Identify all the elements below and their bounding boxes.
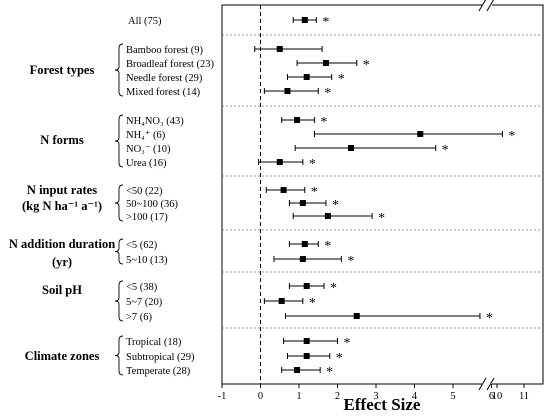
group-title: Soil pH [42,283,82,297]
group-brace [114,335,124,376]
group-title: N forms [40,133,84,147]
x-tick-label: 2 [335,391,340,402]
significance-star: * [326,365,333,380]
row-label: >7 (6) [126,312,153,323]
significance-star: * [309,296,316,311]
group-title: N addition duration [9,237,115,251]
effect-point [294,117,301,123]
group-title: (yr) [52,255,72,269]
effect-point [276,159,283,165]
significance-star: * [347,254,354,269]
significance-star: * [324,239,331,254]
x-tick-label: 4 [412,391,418,402]
significance-star: * [363,58,370,73]
significance-star: * [330,281,337,296]
row-label: Broadleaf forest (23) [126,59,215,70]
effect-point [284,88,291,94]
row-label: 5~7 (20) [126,297,163,308]
significance-star: * [309,157,316,172]
row-label: Mixed forest (14) [126,87,201,98]
x-tick-label: 5 [450,391,455,402]
x-axis-title: Effect Size [344,395,421,414]
effect-point [301,17,308,23]
effect-point [276,46,283,52]
x-tick-label: -1 [218,391,227,402]
group-brace [114,114,124,168]
group-title: N input rates [27,183,97,197]
row-label: Needle forest (29) [126,73,203,84]
x-tick-label: 10 [492,391,503,402]
significance-star: * [320,115,327,130]
row-label: NH₄NO₃ (43) [126,116,184,127]
effect-point [303,283,310,289]
axis-break-mark [478,377,487,391]
x-tick-label: 1 [296,391,301,402]
effect-point [299,256,306,262]
effect-point [299,200,306,206]
group-brace [114,43,124,97]
effect-point [280,187,287,193]
group-title: (kg N ha⁻¹ a⁻¹) [22,199,102,213]
row-label: All (75) [128,16,162,27]
significance-star: * [378,211,385,226]
axis-break-gap [482,379,492,389]
effect-point [322,60,329,66]
effect-point [278,298,285,304]
row-label: Temperate (28) [126,366,191,377]
group-brace [114,184,124,222]
effect-point [347,145,354,151]
x-tick-label: 3 [373,391,378,402]
axis-break-mark [486,0,494,12]
effect-point [303,338,310,344]
significance-star: * [332,198,339,213]
row-label: Bamboo forest (9) [126,45,203,56]
group-title: Forest types [30,63,95,77]
row-label: 50~100 (36) [126,199,179,210]
effect-point [294,367,301,373]
effect-point [303,74,310,80]
effect-point [303,353,310,359]
effect-point [301,241,308,247]
group-brace [114,280,124,322]
row-label: >100 (17) [126,212,168,223]
row-label: NH₄⁺ (6) [126,130,166,141]
plot-frame [221,4,544,385]
group-title: Climate zones [25,349,100,363]
row-label: <5 (62) [126,240,158,251]
significance-star: * [344,336,351,351]
axis-break-gap [482,0,492,10]
group-brace [114,238,124,265]
effect-point [324,213,331,219]
row-label: <50 (22) [126,186,163,197]
significance-star: * [442,143,449,158]
row-label: NO₃⁻ (10) [126,144,171,155]
significance-star: * [322,15,329,30]
x-tick-label: 11 [519,391,529,402]
effect-point [353,313,360,319]
row-label: Urea (16) [126,158,167,169]
row-label: Subtropical (29) [126,352,195,363]
significance-star: * [338,72,345,87]
axis-break-mark [478,0,486,12]
axis-break-mark [486,377,495,391]
effect-point [417,131,424,137]
x-tick-label: 0 [258,391,263,402]
significance-star: * [311,185,318,200]
row-label: <5 (38) [126,282,158,293]
significance-star: * [486,311,493,326]
row-label: Tropical (18) [126,337,182,348]
significance-star: * [336,351,343,366]
x-tick-label: 6 [489,391,494,402]
row-label: 5~10 (13) [126,255,168,266]
significance-star: * [508,129,515,144]
significance-star: * [324,86,331,101]
